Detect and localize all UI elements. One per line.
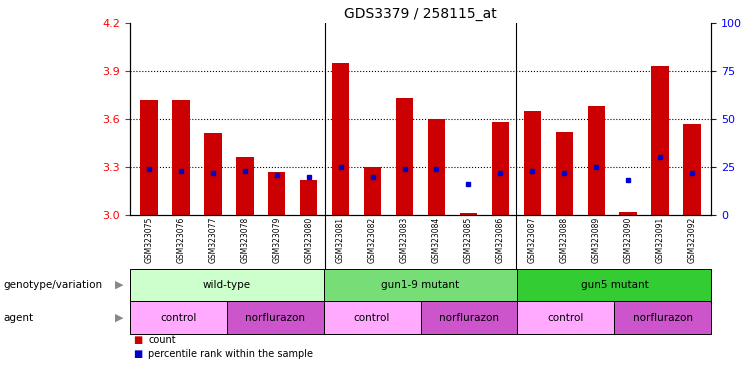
Text: percentile rank within the sample: percentile rank within the sample [148,349,313,359]
Bar [204,134,222,215]
Bar [130,301,227,334]
Text: control: control [354,313,391,323]
Bar [332,63,350,215]
Text: norflurazon: norflurazon [633,313,693,323]
Text: GSM323085: GSM323085 [464,217,473,263]
Text: GSM323086: GSM323086 [496,217,505,263]
Text: GSM323076: GSM323076 [176,217,185,263]
Text: GSM323075: GSM323075 [144,217,153,263]
Bar [651,66,669,215]
Text: GSM323090: GSM323090 [624,217,633,263]
Text: GSM323079: GSM323079 [272,217,281,263]
Bar [140,100,158,215]
Text: norflurazon: norflurazon [439,313,499,323]
Bar [683,124,701,215]
Text: wild-type: wild-type [202,280,250,290]
Bar [517,301,614,334]
Bar [588,106,605,215]
Title: GDS3379 / 258115_at: GDS3379 / 258115_at [344,7,497,21]
Text: GSM323084: GSM323084 [432,217,441,263]
Bar [172,100,190,215]
Text: ▶: ▶ [116,313,124,323]
Text: GSM323092: GSM323092 [688,217,697,263]
Text: GSM323089: GSM323089 [592,217,601,263]
Text: GSM323083: GSM323083 [400,217,409,263]
Text: gun5 mutant: gun5 mutant [580,280,648,290]
Bar [459,214,477,215]
Text: GSM323088: GSM323088 [560,217,569,263]
Text: GSM323082: GSM323082 [368,217,377,263]
Bar [614,301,711,334]
Bar [300,180,317,215]
Text: ■: ■ [133,335,142,345]
Text: count: count [148,335,176,345]
Bar [517,269,711,301]
Bar [130,269,324,301]
Bar [364,167,382,215]
Text: ■: ■ [133,349,142,359]
Text: GSM323080: GSM323080 [304,217,313,263]
Bar [421,301,517,334]
Text: GSM323078: GSM323078 [240,217,249,263]
Text: agent: agent [4,313,34,323]
Bar [227,301,324,334]
Bar [619,212,637,215]
Text: genotype/variation: genotype/variation [4,280,103,290]
Text: ▶: ▶ [116,280,124,290]
Bar [524,111,541,215]
Bar [324,301,421,334]
Bar [491,122,509,215]
Text: norflurazon: norflurazon [245,313,305,323]
Text: control: control [160,313,196,323]
Bar [428,119,445,215]
Text: gun1-9 mutant: gun1-9 mutant [382,280,459,290]
Bar [236,157,253,215]
Bar [396,98,413,215]
Text: GSM323077: GSM323077 [208,217,217,263]
Text: control: control [548,313,584,323]
Bar [324,269,517,301]
Bar [268,172,285,215]
Text: GSM323091: GSM323091 [656,217,665,263]
Bar [556,132,573,215]
Text: GSM323087: GSM323087 [528,217,537,263]
Text: GSM323081: GSM323081 [336,217,345,263]
